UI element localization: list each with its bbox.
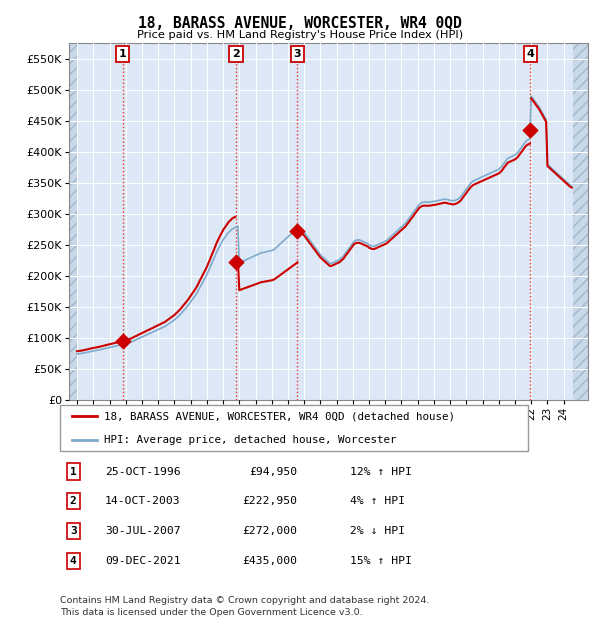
FancyBboxPatch shape: [60, 405, 528, 451]
Text: 4: 4: [526, 49, 534, 59]
Text: 3: 3: [70, 526, 77, 536]
Text: 12% ↑ HPI: 12% ↑ HPI: [350, 466, 412, 477]
Text: 2: 2: [232, 49, 240, 59]
Text: HPI: Average price, detached house, Worcester: HPI: Average price, detached house, Worc…: [104, 435, 397, 445]
Text: 1: 1: [119, 49, 127, 59]
Text: 1: 1: [70, 466, 77, 477]
Text: 2% ↓ HPI: 2% ↓ HPI: [350, 526, 406, 536]
Text: 3: 3: [293, 49, 301, 59]
Point: [231, 257, 241, 267]
Text: 4: 4: [70, 556, 77, 566]
Text: 2: 2: [70, 497, 77, 507]
Text: 4% ↑ HPI: 4% ↑ HPI: [350, 497, 406, 507]
Text: £94,950: £94,950: [250, 466, 298, 477]
Text: 09-DEC-2021: 09-DEC-2021: [105, 556, 181, 566]
Text: 30-JUL-2007: 30-JUL-2007: [105, 526, 181, 536]
Point: [293, 226, 302, 236]
Text: Contains HM Land Registry data © Crown copyright and database right 2024.
This d: Contains HM Land Registry data © Crown c…: [60, 596, 430, 617]
Text: 18, BARASS AVENUE, WORCESTER, WR4 0QD (detached house): 18, BARASS AVENUE, WORCESTER, WR4 0QD (d…: [104, 412, 455, 422]
Point: [526, 125, 535, 135]
Text: Price paid vs. HM Land Registry's House Price Index (HPI): Price paid vs. HM Land Registry's House …: [137, 30, 463, 40]
Text: £435,000: £435,000: [242, 556, 298, 566]
Text: 18, BARASS AVENUE, WORCESTER, WR4 0QD: 18, BARASS AVENUE, WORCESTER, WR4 0QD: [138, 16, 462, 30]
Text: 14-OCT-2003: 14-OCT-2003: [105, 497, 181, 507]
Point: [118, 336, 128, 346]
Text: 25-OCT-1996: 25-OCT-1996: [105, 466, 181, 477]
Text: £222,950: £222,950: [242, 497, 298, 507]
Text: £272,000: £272,000: [242, 526, 298, 536]
Text: 15% ↑ HPI: 15% ↑ HPI: [350, 556, 412, 566]
